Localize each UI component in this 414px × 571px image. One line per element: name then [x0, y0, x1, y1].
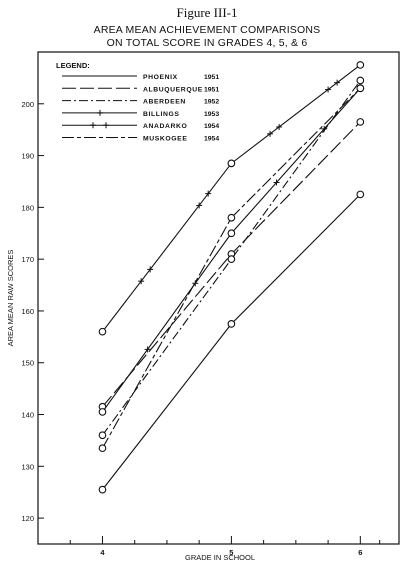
y-tick-label: 200 — [21, 100, 34, 109]
data-point-anadarko-grade-5 — [227, 159, 236, 168]
legend-marker-cross — [103, 122, 109, 129]
legend-label: ABERDEEN — [143, 99, 186, 106]
legend-title: LEGEND: — [56, 61, 90, 70]
y-tick-label: 160 — [21, 307, 34, 316]
data-point-phoenix-grade-6 — [356, 190, 365, 199]
series-marker-cross — [205, 190, 212, 197]
x-tick-label: 5 — [229, 548, 233, 557]
series-marker-cross — [273, 179, 280, 186]
y-tick-label: 180 — [21, 203, 34, 212]
y-tick-label: 150 — [21, 359, 34, 368]
legend-label: PHOENIX — [143, 74, 178, 81]
series-lines — [98, 61, 365, 494]
y-tick-label: 130 — [21, 462, 34, 471]
chart-title-line-1: AREA MEAN ACHIEVEMENT COMPARISONS — [93, 24, 321, 36]
y-axis-label: AREA MEAN RAW SCORES — [6, 250, 15, 347]
series-marker-cross — [147, 266, 154, 273]
legend-year: 1951 — [204, 86, 219, 93]
legend-year: 1953 — [204, 111, 219, 118]
data-point-anadarko-grade-6 — [356, 61, 365, 69]
legend-label: MUSKOGEE — [143, 136, 187, 143]
legend-item-albuquerque: ALBUQUERQUE 1951 — [62, 86, 219, 93]
legend-item-phoenix: PHOENIX 1951 — [62, 74, 219, 81]
plot-frame — [37, 51, 400, 545]
series-marker-cross — [325, 86, 332, 93]
series-marker-cross — [144, 346, 151, 353]
x-tick-label: 6 — [358, 548, 362, 557]
y-tick-label: 120 — [21, 514, 34, 523]
legend-item-billings: BILLINGS 1953 — [62, 109, 219, 118]
data-point-muskogee-grade-6 — [356, 84, 365, 93]
data-point-billings-grade-5 — [227, 229, 236, 238]
y-tick-label: 170 — [21, 255, 34, 264]
series-line-billings — [102, 87, 361, 413]
x-tick-label: 4 — [100, 548, 105, 557]
y-tick-label: 140 — [21, 411, 34, 420]
series-marker-cross — [321, 125, 328, 132]
series-marker-cross — [192, 280, 199, 287]
series-line-muskogee — [101, 87, 361, 449]
legend-item-anadarko: ANADARKO 1954 — [62, 122, 219, 130]
x-axis-label: GRADE IN SCHOOL — [185, 553, 255, 562]
data-point-muskogee-grade-5 — [227, 213, 236, 222]
series-marker-cross — [267, 130, 274, 137]
legend-year: 1954 — [204, 123, 219, 130]
series-marker-cross — [196, 202, 203, 209]
data-point-phoenix-grade-5 — [227, 320, 236, 328]
legend-label: ANADARKO — [143, 123, 187, 130]
data-point-phoenix-grade-4 — [98, 485, 107, 494]
legend-year: 1951 — [204, 74, 219, 81]
legend-marker-cross — [90, 122, 96, 129]
legend-item-aberdeen: ABERDEEN 1952 — [62, 99, 219, 106]
data-point-aberdeen-grade-4 — [98, 431, 107, 440]
series-marker-cross — [138, 278, 145, 285]
legend-label: BILLINGS — [143, 111, 180, 118]
data-point-albuquerque-grade-6 — [356, 118, 365, 126]
series-marker-cross — [276, 123, 283, 130]
legend-year: 1952 — [204, 99, 219, 106]
series-line-aberdeen — [102, 80, 361, 436]
data-point-muskogee-grade-4 — [98, 444, 107, 453]
data-point-anadarko-grade-4 — [98, 327, 107, 336]
legend-label: ALBUQUERQUE — [143, 86, 203, 93]
legend-year: 1954 — [204, 136, 219, 143]
legend-item-muskogee: MUSKOGEE 1954 — [62, 136, 219, 143]
series-line-anadarko — [102, 64, 361, 332]
series-marker-cross — [334, 79, 341, 86]
figure-label: Figure III-1 — [176, 5, 238, 20]
legend-marker-cross — [97, 109, 103, 116]
data-point-billings-grade-4 — [98, 408, 107, 416]
series-line-phoenix — [102, 194, 361, 490]
chart-title-line-2: ON TOTAL SCORE IN GRADES 4, 5, & 6 — [106, 37, 308, 49]
y-axis: 120 130 140 150 160 170 180 190 200 — [21, 100, 44, 523]
x-axis: 4 5 6 — [69, 536, 381, 557]
data-point-aberdeen-grade-5 — [227, 255, 236, 264]
y-tick-label: 190 — [21, 152, 34, 161]
data-point-aberdeen-grade-6 — [356, 76, 365, 85]
